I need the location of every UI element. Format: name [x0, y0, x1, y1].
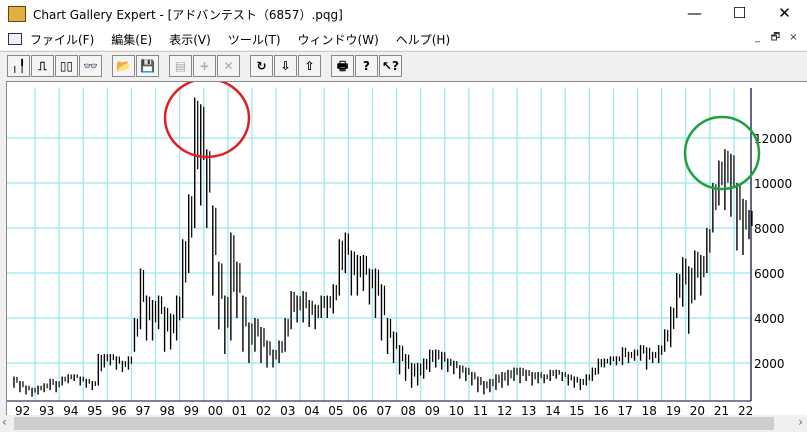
menu-help[interactable]: ヘルプ(H) [395, 32, 451, 47]
add-button[interactable]: + [193, 54, 216, 77]
y-tick-label: 12000 [754, 132, 792, 146]
x-tick-label: 14 [545, 404, 560, 416]
properties-button[interactable]: ▤ [169, 54, 192, 77]
x-tick-label: 21 [714, 404, 729, 416]
x-tick-label: 00 [208, 404, 223, 416]
x-tick-label: 20 [690, 404, 705, 416]
x-tick-label: 16 [593, 404, 608, 416]
toolbar: ╷╿ ⎍ ▯▯ 👓 📂 💾 ▤ + ✕ ↻ ⇩ ⇧ 🖶? ↖? [0, 51, 807, 79]
x-tick-label: 09 [425, 404, 440, 416]
maximize-button[interactable]: ☐ [732, 4, 747, 22]
x-tick-label: 96 [111, 404, 126, 416]
menu-window[interactable]: ウィンドウ(W) [297, 32, 379, 47]
window-title: Chart Gallery Expert - [アドバンテスト（6857）.pq… [33, 7, 343, 22]
x-tick-label: 22 [738, 404, 753, 416]
x-tick-label: 06 [352, 404, 367, 416]
step-line-button[interactable]: ⎍ [31, 54, 54, 77]
refresh-button[interactable]: ↻ [250, 54, 273, 77]
menu-tools[interactable]: ツール(T) [227, 32, 281, 47]
close-button[interactable]: ✕ [778, 4, 791, 22]
x-tick-label: 11 [473, 404, 488, 416]
title-bar: Chart Gallery Expert - [アドバンテスト（6857）.pq… [0, 0, 807, 28]
mdi-restore-button[interactable]: 🗗 [770, 32, 781, 43]
y-tick-label: 8000 [754, 222, 785, 236]
print-button[interactable]: 🖶 [331, 54, 354, 77]
mdi-minimize-button[interactable]: _ [755, 32, 760, 43]
x-tick-label: 18 [642, 404, 657, 416]
download-button[interactable]: ⇩ [274, 54, 297, 77]
horizontal-scrollbar[interactable]: ‹ › [0, 415, 807, 432]
context-help-button[interactable]: ↖? [379, 54, 402, 77]
y-tick-label: 6000 [754, 267, 785, 281]
scroll-left-icon[interactable]: ‹ [2, 415, 7, 429]
x-tick-label: 17 [618, 404, 633, 416]
menu-bar: ファイル(F) 編集(E) 表示(V) ツール(T) ウィンドウ(W) ヘルプ(… [0, 28, 807, 50]
x-tick-label: 99 [184, 404, 199, 416]
x-tick-label: 94 [63, 404, 78, 416]
x-tick-label: 02 [256, 404, 271, 416]
x-tick-label: 93 [39, 404, 54, 416]
x-tick-label: 10 [449, 404, 464, 416]
x-tick-label: 92 [15, 404, 30, 416]
upload-button[interactable]: ⇧ [298, 54, 321, 77]
scroll-thumb[interactable] [14, 417, 774, 430]
green-circle-annotation [683, 115, 761, 191]
app-icon [8, 6, 26, 22]
x-tick-label: 05 [328, 404, 343, 416]
y-tick-label: 4000 [754, 312, 785, 326]
x-tick-label: 08 [401, 404, 416, 416]
double-box-button[interactable]: ▯▯ [55, 54, 78, 77]
x-tick-label: 15 [569, 404, 584, 416]
save-button[interactable]: 💾 [136, 54, 159, 77]
x-tick-label: 12 [497, 404, 512, 416]
y-tick-label: 2000 [754, 357, 785, 371]
x-tick-label: 04 [304, 404, 319, 416]
menu-view[interactable]: 表示(V) [169, 32, 211, 47]
open-button[interactable]: 📂 [112, 54, 135, 77]
menu-edit[interactable]: 編集(E) [111, 32, 153, 47]
x-tick-label: 03 [280, 404, 295, 416]
x-tick-label: 95 [87, 404, 102, 416]
chart-area: 2000 4000 6000 8000 10000 12000 92 93 94 95 96 97 98… [6, 77, 807, 418]
help-button[interactable]: ? [355, 54, 378, 77]
document-icon[interactable] [8, 33, 22, 45]
x-tick-label: 19 [666, 404, 681, 416]
red-circle-annotation [163, 77, 251, 159]
x-tick-label: 13 [521, 404, 536, 416]
x-tick-label: 98 [160, 404, 175, 416]
mdi-close-button[interactable]: × [789, 32, 798, 43]
menu-file[interactable]: ファイル(F) [30, 32, 95, 47]
binoculars-button[interactable]: 👓 [79, 54, 102, 77]
scroll-right-icon[interactable]: › [798, 415, 803, 429]
delete-button[interactable]: ✕ [217, 54, 240, 77]
x-tick-label: 07 [377, 404, 392, 416]
x-tick-label: 97 [136, 404, 151, 416]
x-tick-label: 01 [232, 404, 247, 416]
bar-chart-button[interactable]: ╷╿ [7, 54, 30, 77]
minimize-button[interactable]: — [687, 4, 702, 22]
y-tick-label: 10000 [754, 177, 792, 191]
